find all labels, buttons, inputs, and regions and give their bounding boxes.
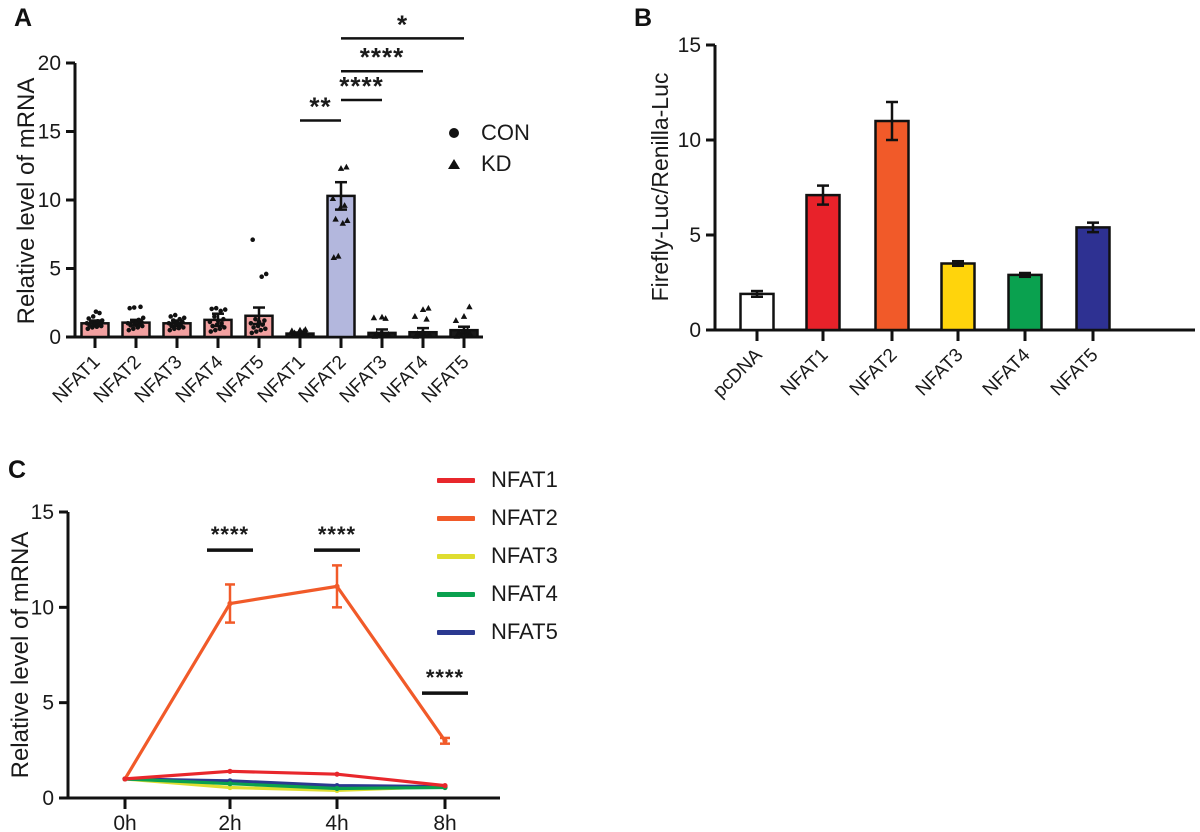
svg-text:0: 0 [49,326,61,349]
svg-text:15: 15 [678,34,701,57]
svg-text:NFAT1: NFAT1 [777,345,833,401]
svg-text:10: 10 [38,189,61,212]
svg-text:NFAT2: NFAT2 [846,345,902,401]
svg-text:**: ** [309,92,331,122]
legend-label-nfat2: NFAT2 [491,505,558,530]
legend-label-nfat1: NFAT1 [491,467,558,492]
panel-c: C Relative level of mRNA 0 5 10 15 0h 2h 4h 8h *… [0,448,600,832]
panel-b-chart: 0 5 10 15 pcDNA NFAT1 NFAT2 NFAT3 NFAT4 NFAT5 [678,34,1195,402]
svg-text:****: **** [339,71,383,101]
svg-text:****: **** [211,522,249,547]
legend-label-kd: KD [481,151,512,176]
panel-c-chart: 0 5 10 15 0h 2h 4h 8h **** **** **** [31,501,500,832]
legend-item-nfat4: NFAT4 [437,582,558,606]
panel-a-legend: CON KD [443,121,530,176]
legend-label-nfat4: NFAT4 [491,581,558,606]
legend-item-nfat2: NFAT2 [437,506,558,530]
svg-text:0: 0 [42,787,54,810]
panel-a-label: A [14,4,33,32]
svg-text:****: **** [426,665,464,690]
circle-marker-icon [443,128,465,138]
svg-text:0h: 0h [113,812,136,832]
svg-text:5: 5 [49,258,61,281]
svg-text:****: **** [318,522,356,547]
svg-text:10: 10 [31,596,54,619]
svg-text:2h: 2h [218,812,241,832]
svg-text:10: 10 [678,129,701,152]
nfat3-line-swatch [437,553,475,559]
nfat4-line-swatch [437,591,475,597]
nfat2-line-swatch [437,515,475,521]
triangle-marker-icon [443,159,465,169]
panel-a: A Relative level of mRNA 0 5 10 15 20 NFAT1 NF… [0,0,600,460]
panel-a-chart: 05101520NFAT1NFAT2NFAT3NFAT4NFAT5NFAT1NF… [38,9,483,408]
svg-text:5: 5 [689,224,701,247]
svg-text:0: 0 [689,319,701,342]
svg-text:pcDNA: pcDNA [709,344,767,402]
legend-item-nfat1: NFAT1 [437,468,558,492]
svg-text:NFAT3: NFAT3 [912,345,968,401]
legend-item-kd: KD [443,152,530,176]
svg-text:NFAT4: NFAT4 [979,344,1035,400]
legend-item-nfat3: NFAT3 [437,544,558,568]
panel-c-legend: NFAT1 NFAT2 NFAT3 NFAT4 NFAT5 [437,468,558,644]
svg-text:20: 20 [38,52,61,75]
svg-text:NFAT5: NFAT5 [418,352,474,408]
svg-text:****: **** [360,42,404,72]
legend-item-nfat5: NFAT5 [437,620,558,644]
svg-text:5: 5 [42,692,54,715]
legend-label-nfat3: NFAT3 [491,543,558,568]
panel-c-label: C [8,456,27,484]
svg-text:15: 15 [31,501,54,524]
svg-text:8h: 8h [433,812,456,832]
nfat1-line-swatch [437,477,475,483]
svg-text:*: * [397,9,408,39]
panel-b-label: B [634,4,653,32]
legend-item-con: CON [443,121,530,145]
nfat5-line-swatch [437,629,475,635]
panel-b: B Firefly-Luc/Renilla-Luc 0 5 10 15 pcDNA NFA… [620,0,1200,460]
legend-label-nfat5: NFAT5 [491,619,558,644]
svg-text:4h: 4h [325,812,348,832]
legend-label-con: CON [481,120,530,145]
svg-text:NFAT5: NFAT5 [1047,345,1103,401]
svg-text:15: 15 [38,121,61,144]
